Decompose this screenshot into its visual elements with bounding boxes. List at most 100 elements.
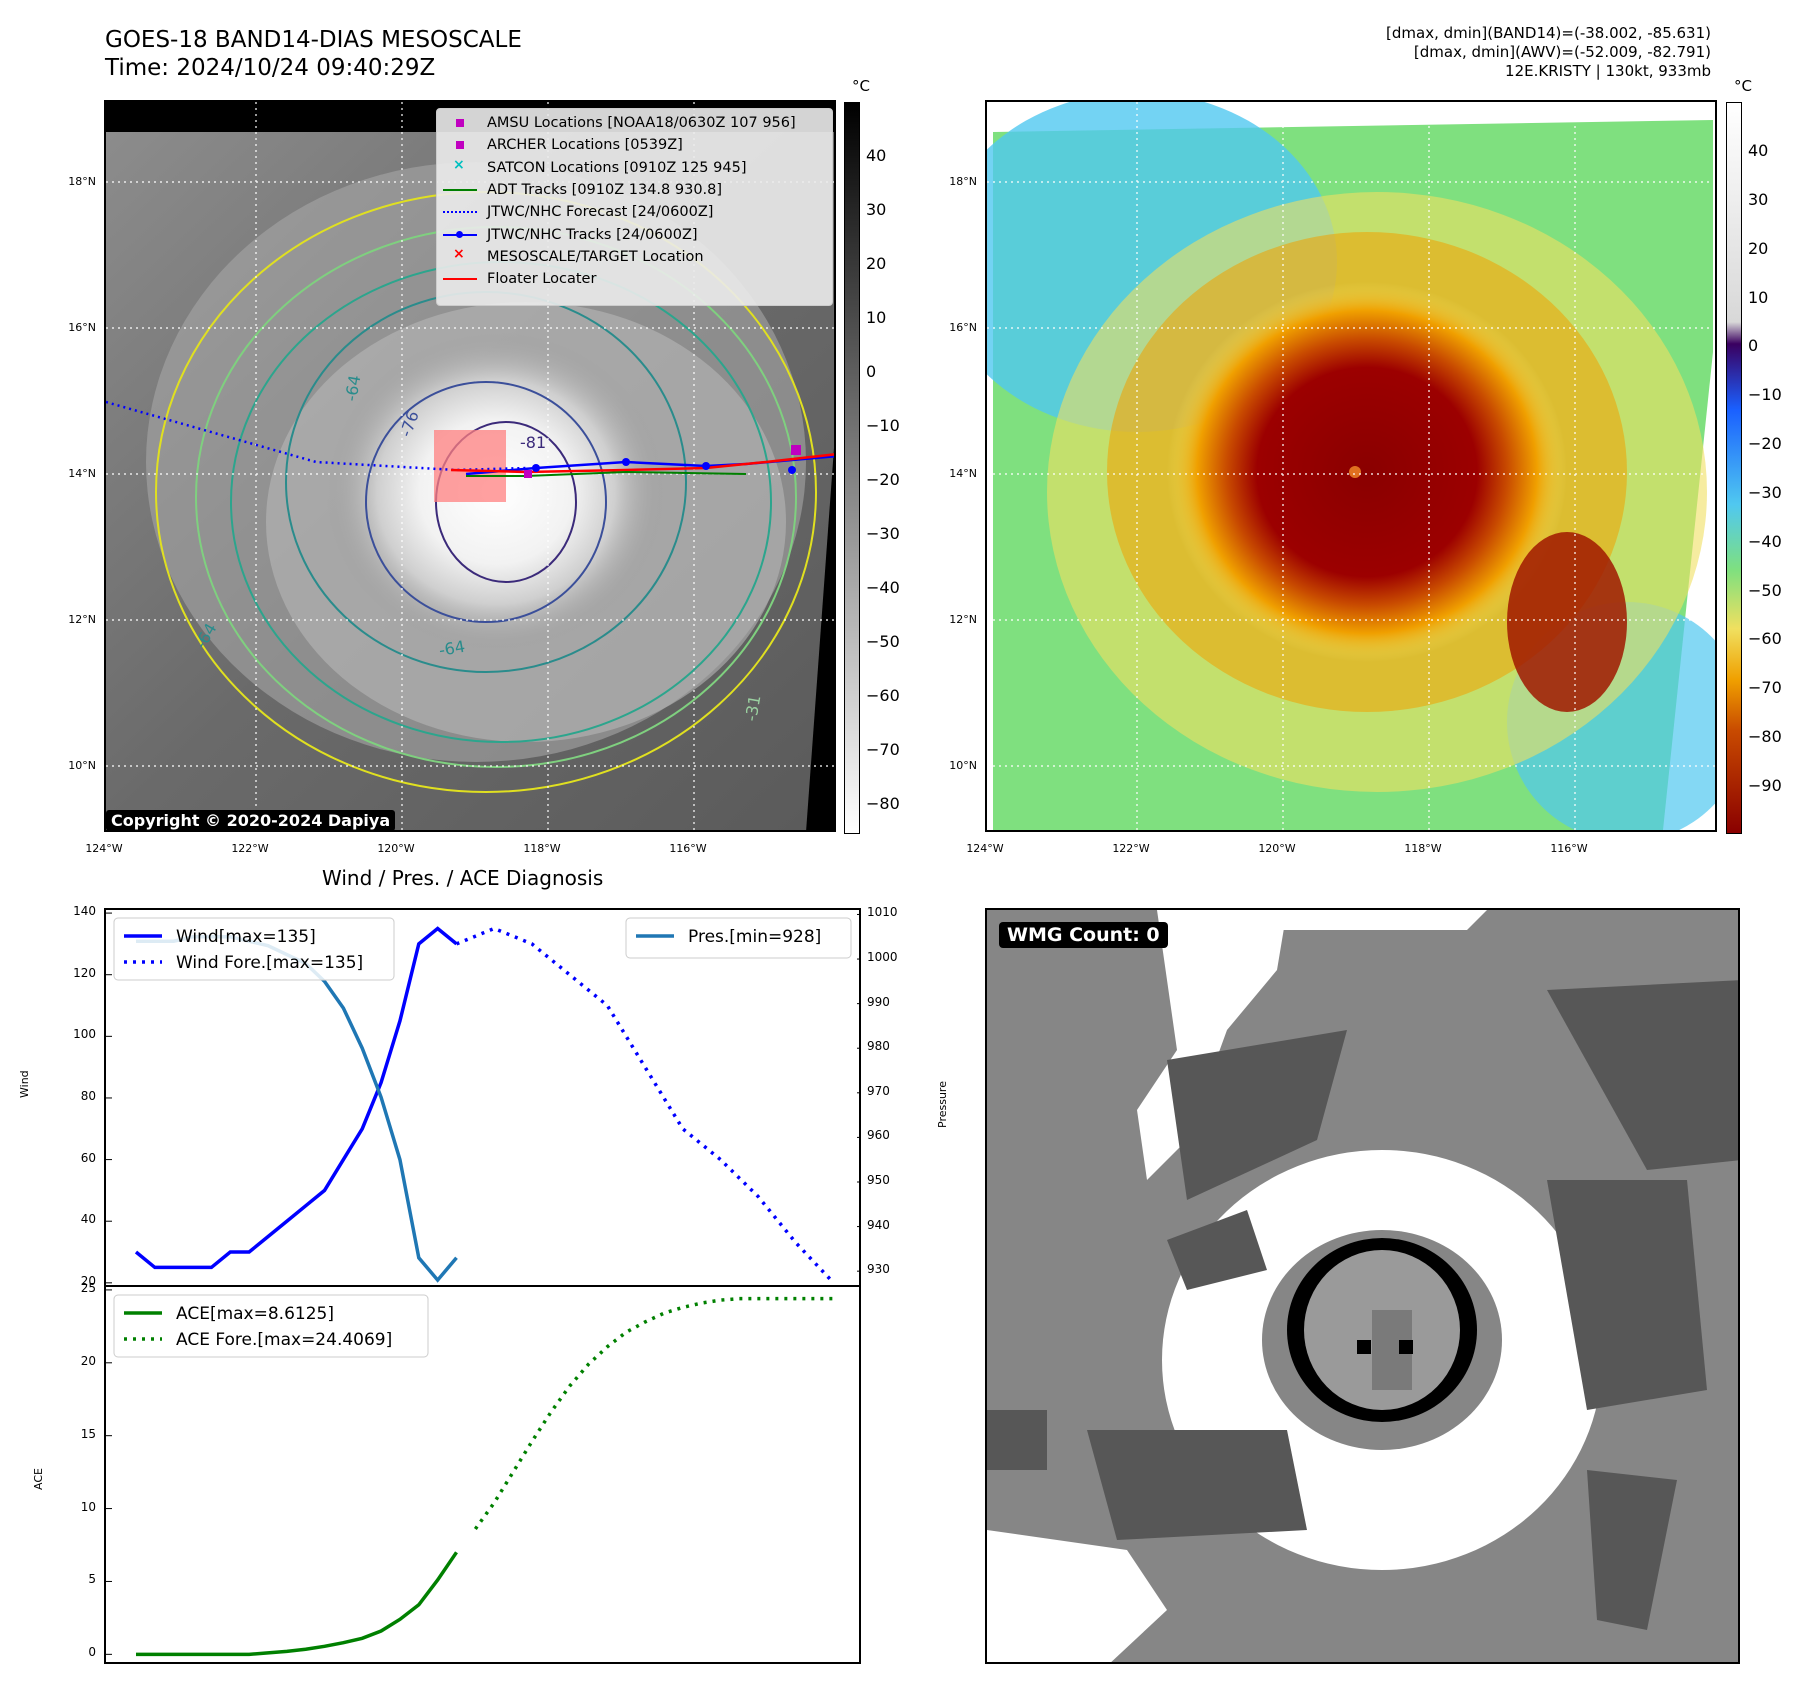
colorbar-tick: 10 — [866, 308, 887, 327]
legend-swatch-icon — [443, 228, 477, 242]
lon-label: 124°W — [85, 842, 123, 855]
colorbar-tick: −50 — [866, 632, 900, 651]
legend-swatch-icon — [443, 205, 477, 219]
colorbar-tick: 10 — [1748, 288, 1769, 307]
legend-label: ACE[max=8.6125] — [176, 1304, 334, 1324]
y2-tick-label: 940 — [867, 1217, 890, 1232]
contour-label-4: -31 — [741, 694, 764, 723]
legend-swatch-icon — [443, 272, 477, 286]
wmg-panel: WMG Count: 0 — [985, 908, 1740, 1664]
chart-legend-box — [625, 917, 852, 959]
jtwc-track-points — [532, 458, 796, 474]
lon-label: 116°W — [669, 842, 707, 855]
ir-map-panel: -76 -81 -64 -31 -64 -64 AMSU Locations [… — [104, 100, 836, 832]
colorbar-tick: −40 — [1748, 532, 1782, 551]
lon-label: 120°W — [1258, 842, 1296, 855]
legend-entry: ADT Tracks [0910Z 134.8 930.8] — [443, 180, 722, 200]
lon-label: 118°W — [1404, 842, 1442, 855]
wind-axis-label: Wind — [18, 1070, 31, 1098]
y-tick-label: 80 — [80, 1088, 96, 1103]
legend-label: ARCHER Locations [0539Z] — [487, 137, 683, 154]
ace-axis-label: ACE — [32, 1468, 45, 1490]
enhanced-colorbar — [1726, 102, 1742, 834]
archer-marker — [524, 470, 532, 478]
y-tick-label: 140 — [73, 904, 96, 919]
lon-label: 116°W — [1550, 842, 1588, 855]
y2-tick-label: 960 — [867, 1128, 890, 1143]
contour-label-3: -64 — [341, 374, 364, 403]
colorbar-tick: −90 — [1748, 776, 1782, 795]
y-tick-label: 120 — [73, 965, 96, 980]
lat-label: 18°N — [68, 175, 96, 188]
y2-tick-label: 980 — [867, 1039, 890, 1054]
y-tick-label: 40 — [80, 1212, 96, 1227]
colorbar-tick: 40 — [866, 146, 887, 165]
floater-track — [450, 453, 834, 474]
lat-label: 12°N — [68, 613, 96, 626]
y-tick-label: 15 — [80, 1426, 96, 1441]
amsu-marker — [791, 445, 801, 455]
y-tick-label: 10 — [80, 1499, 96, 1514]
y2-tick-label: 1000 — [867, 950, 898, 965]
copyright-badge: Copyright © 2020-2024 Dapiya — [106, 810, 396, 830]
lat-label: 10°N — [68, 759, 96, 772]
y2-tick-label: 990 — [867, 994, 890, 1009]
ir-colorbar-unit: °C — [852, 77, 870, 95]
colorbar-tick: −30 — [1748, 483, 1782, 502]
floater-box — [434, 430, 506, 502]
eye-spot — [1349, 466, 1361, 478]
y-tick-label: 20 — [80, 1353, 96, 1368]
colorbar-tick: −30 — [866, 524, 900, 543]
colorbar-tick: −10 — [866, 416, 900, 435]
wmg-count-badge: WMG Count: 0 — [999, 922, 1168, 948]
chart-legend-box — [113, 917, 395, 981]
enhanced-map-panel — [985, 100, 1717, 832]
legend-swatch-icon — [443, 116, 477, 130]
colorbar-tick: −40 — [866, 578, 900, 597]
legend-label: Wind Fore.[max=135] — [176, 953, 363, 973]
legend-label: JTWC/NHC Forecast [24/0600Z] — [487, 204, 714, 221]
legend-swatch-icon — [443, 183, 477, 197]
ace-chart: ACE[max=8.6125] ACE Fore.[max=24.4069] — [104, 1285, 861, 1664]
colorbar-tick: −80 — [1748, 727, 1782, 746]
y2-tick-label: 950 — [867, 1172, 890, 1187]
colorbar-tick: 30 — [1748, 190, 1769, 209]
lon-label: 124°W — [966, 842, 1004, 855]
enhanced-colorbar-unit: °C — [1734, 77, 1752, 95]
colorbar-tick: 0 — [866, 362, 877, 381]
colorbar-tick: 20 — [866, 254, 887, 273]
y-tick-label: 60 — [80, 1150, 96, 1165]
wmg-image — [987, 910, 1738, 1662]
colorbar-tick: 30 — [866, 200, 887, 219]
contour-label-2: -81 — [520, 433, 546, 452]
y-tick-label: 100 — [73, 1027, 96, 1042]
diagnosis-title: Wind / Pres. / ACE Diagnosis — [322, 866, 604, 890]
lat-label: 12°N — [949, 613, 977, 626]
legend-swatch-icon: × — [453, 156, 465, 173]
colorbar-tick: −80 — [866, 794, 900, 813]
legend-entry: × SATCON Locations [0910Z 125 945] — [443, 156, 747, 178]
contour-label-6: -64 — [437, 637, 466, 660]
legend-entry: ARCHER Locations [0539Z] — [443, 135, 683, 155]
y-tick-label: 20 — [80, 1273, 96, 1288]
wind-pressure-chart: Wind[max=135] Wind Fore.[max=135] Pres.[mi… — [104, 908, 861, 1287]
legend-label: SATCON Locations [0910Z 125 945] — [487, 159, 747, 176]
y2-tick-label: 1010 — [867, 905, 898, 920]
y-tick-label: 0 — [88, 1645, 96, 1660]
legend-entry: JTWC/NHC Forecast [24/0600Z] — [443, 202, 713, 222]
adt-track — [466, 470, 747, 477]
colorbar-tick: −20 — [1748, 434, 1782, 453]
lat-label: 16°N — [949, 321, 977, 334]
colorbar-tick: 20 — [1748, 239, 1769, 258]
series-line-1 — [473, 1296, 834, 1530]
lat-label: 16°N — [68, 321, 96, 334]
colorbar-tick: −50 — [1748, 581, 1782, 600]
legend-label: JTWC/NHC Tracks [24/0600Z] — [487, 226, 698, 243]
legend-label: Wind[max=135] — [176, 927, 316, 947]
figure-title-line1: GOES-18 BAND14-DIAS MESOSCALE — [105, 27, 522, 53]
legend-label: ADT Tracks [0910Z 134.8 930.8] — [487, 181, 723, 198]
lon-label: 122°W — [1112, 842, 1150, 855]
legend-label: Pres.[min=928] — [688, 927, 821, 947]
enhanced-map-image — [987, 102, 1715, 830]
enhanced-gridlines — [987, 102, 1715, 830]
